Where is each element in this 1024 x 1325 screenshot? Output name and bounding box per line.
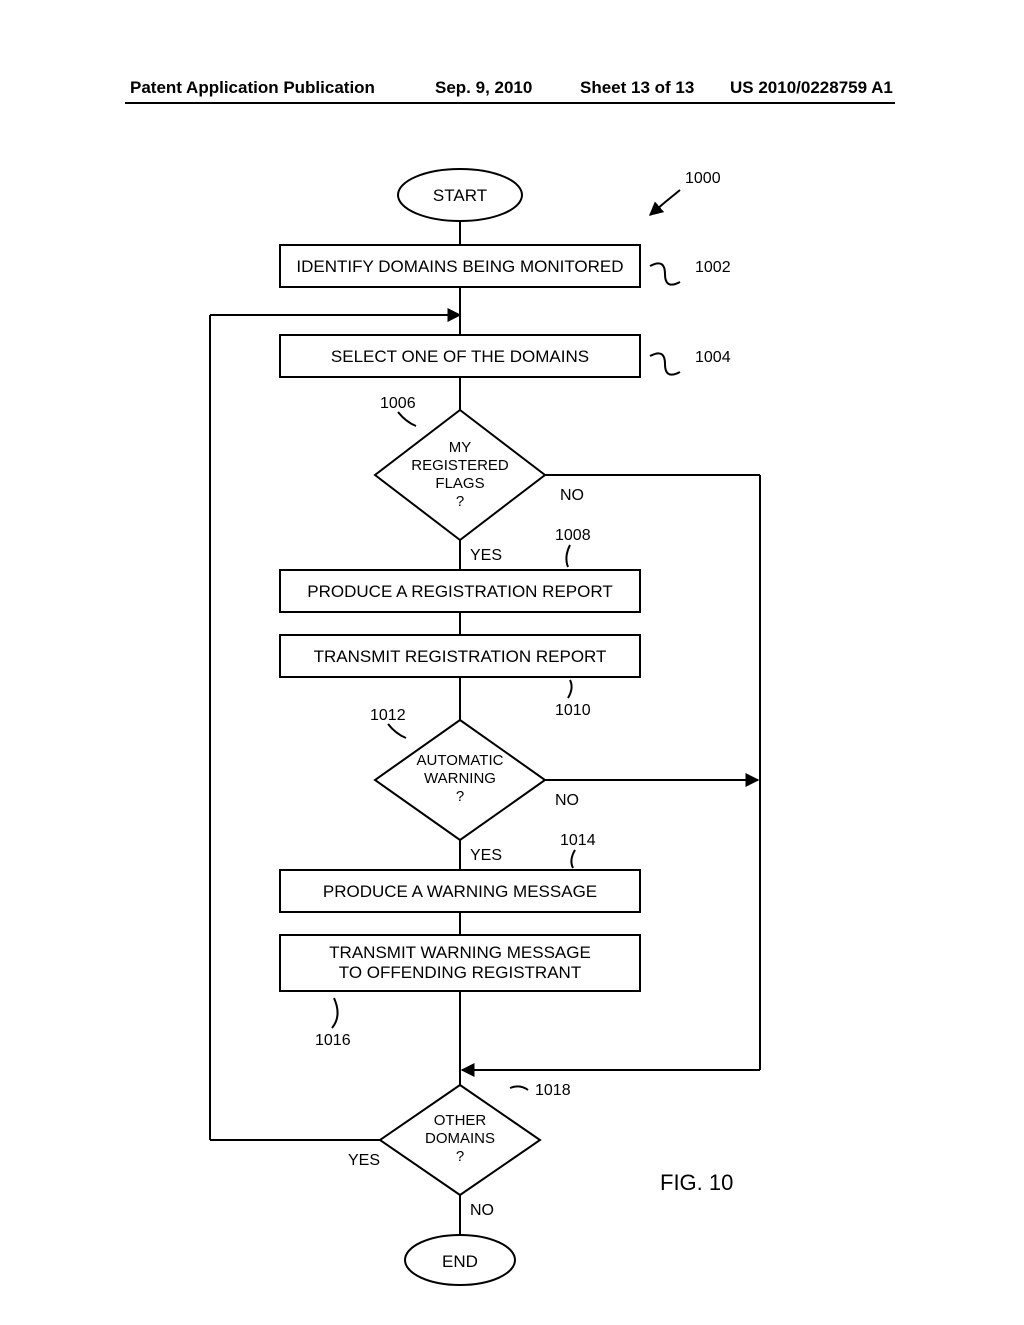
box-transmit-warn-l1: TRANSMIT WARNING MESSAGE — [329, 943, 591, 962]
box-transmit-warn-l2: TO OFFENDING REGISTRANT — [339, 963, 581, 982]
d-flags-l2: REGISTERED — [411, 457, 509, 474]
end-label: END — [442, 1252, 478, 1271]
start-label: START — [433, 186, 487, 205]
yes-label-1: YES — [470, 547, 502, 564]
ref-1008: 1008 — [555, 527, 591, 544]
ref-hook — [388, 724, 406, 738]
d-other-l1: OTHER — [434, 1112, 487, 1129]
box-warnmsg-label: PRODUCE A WARNING MESSAGE — [323, 882, 597, 901]
box-transmit-reg-label: TRANSMIT REGISTRATION REPORT — [314, 647, 607, 666]
yes-label-2: YES — [470, 847, 502, 864]
yes-label-3: YES — [348, 1152, 380, 1169]
ref-1006: 1006 — [380, 395, 416, 412]
d-other-l3: ? — [456, 1148, 464, 1165]
figure-label: FIG. 10 — [660, 1170, 733, 1195]
ref-hook — [568, 680, 572, 698]
d-auto-l1: AUTOMATIC — [417, 752, 504, 769]
ref-1012: 1012 — [370, 707, 406, 724]
ref-hook — [332, 998, 338, 1028]
ref-hook — [566, 545, 570, 567]
ref-1000: 1000 — [685, 170, 721, 187]
d-auto-l3: ? — [456, 788, 464, 805]
pub-label: Patent Application Publication — [130, 78, 375, 98]
d-other-l2: DOMAINS — [425, 1130, 495, 1147]
sheet-label: Sheet 13 of 13 — [580, 78, 694, 98]
d-auto-l2: WARNING — [424, 770, 496, 787]
no-label-2: NO — [555, 792, 579, 809]
header-rule — [125, 102, 895, 104]
ref-1002: 1002 — [695, 259, 731, 276]
no-label-1: NO — [560, 487, 584, 504]
box-regreport-label: PRODUCE A REGISTRATION REPORT — [307, 582, 612, 601]
no-label-3: NO — [470, 1202, 494, 1219]
ref-1016: 1016 — [315, 1032, 351, 1049]
ref-1004: 1004 — [695, 349, 731, 366]
ref-1014: 1014 — [560, 832, 596, 849]
ref-1018: 1018 — [535, 1082, 571, 1099]
pub-date: Sep. 9, 2010 — [435, 78, 532, 98]
ref-1010: 1010 — [555, 702, 591, 719]
flowchart: START 1000 IDENTIFY DOMAINS BEING MONITO… — [0, 140, 1024, 1325]
ref-hook — [398, 412, 416, 426]
d-flags-l4: ? — [456, 493, 464, 510]
d-flags-l1: MY — [449, 439, 472, 456]
box-identify-label: IDENTIFY DOMAINS BEING MONITORED — [296, 257, 623, 276]
ref-hook — [510, 1086, 528, 1090]
ref-1000-arrow — [650, 190, 680, 215]
box-select-label: SELECT ONE OF THE DOMAINS — [331, 347, 589, 366]
ref-hook — [571, 850, 575, 868]
pub-number: US 2010/0228759 A1 — [730, 78, 893, 98]
d-flags-l3: FLAGS — [435, 475, 484, 492]
ref-tilde — [650, 353, 680, 374]
ref-tilde — [650, 263, 680, 284]
